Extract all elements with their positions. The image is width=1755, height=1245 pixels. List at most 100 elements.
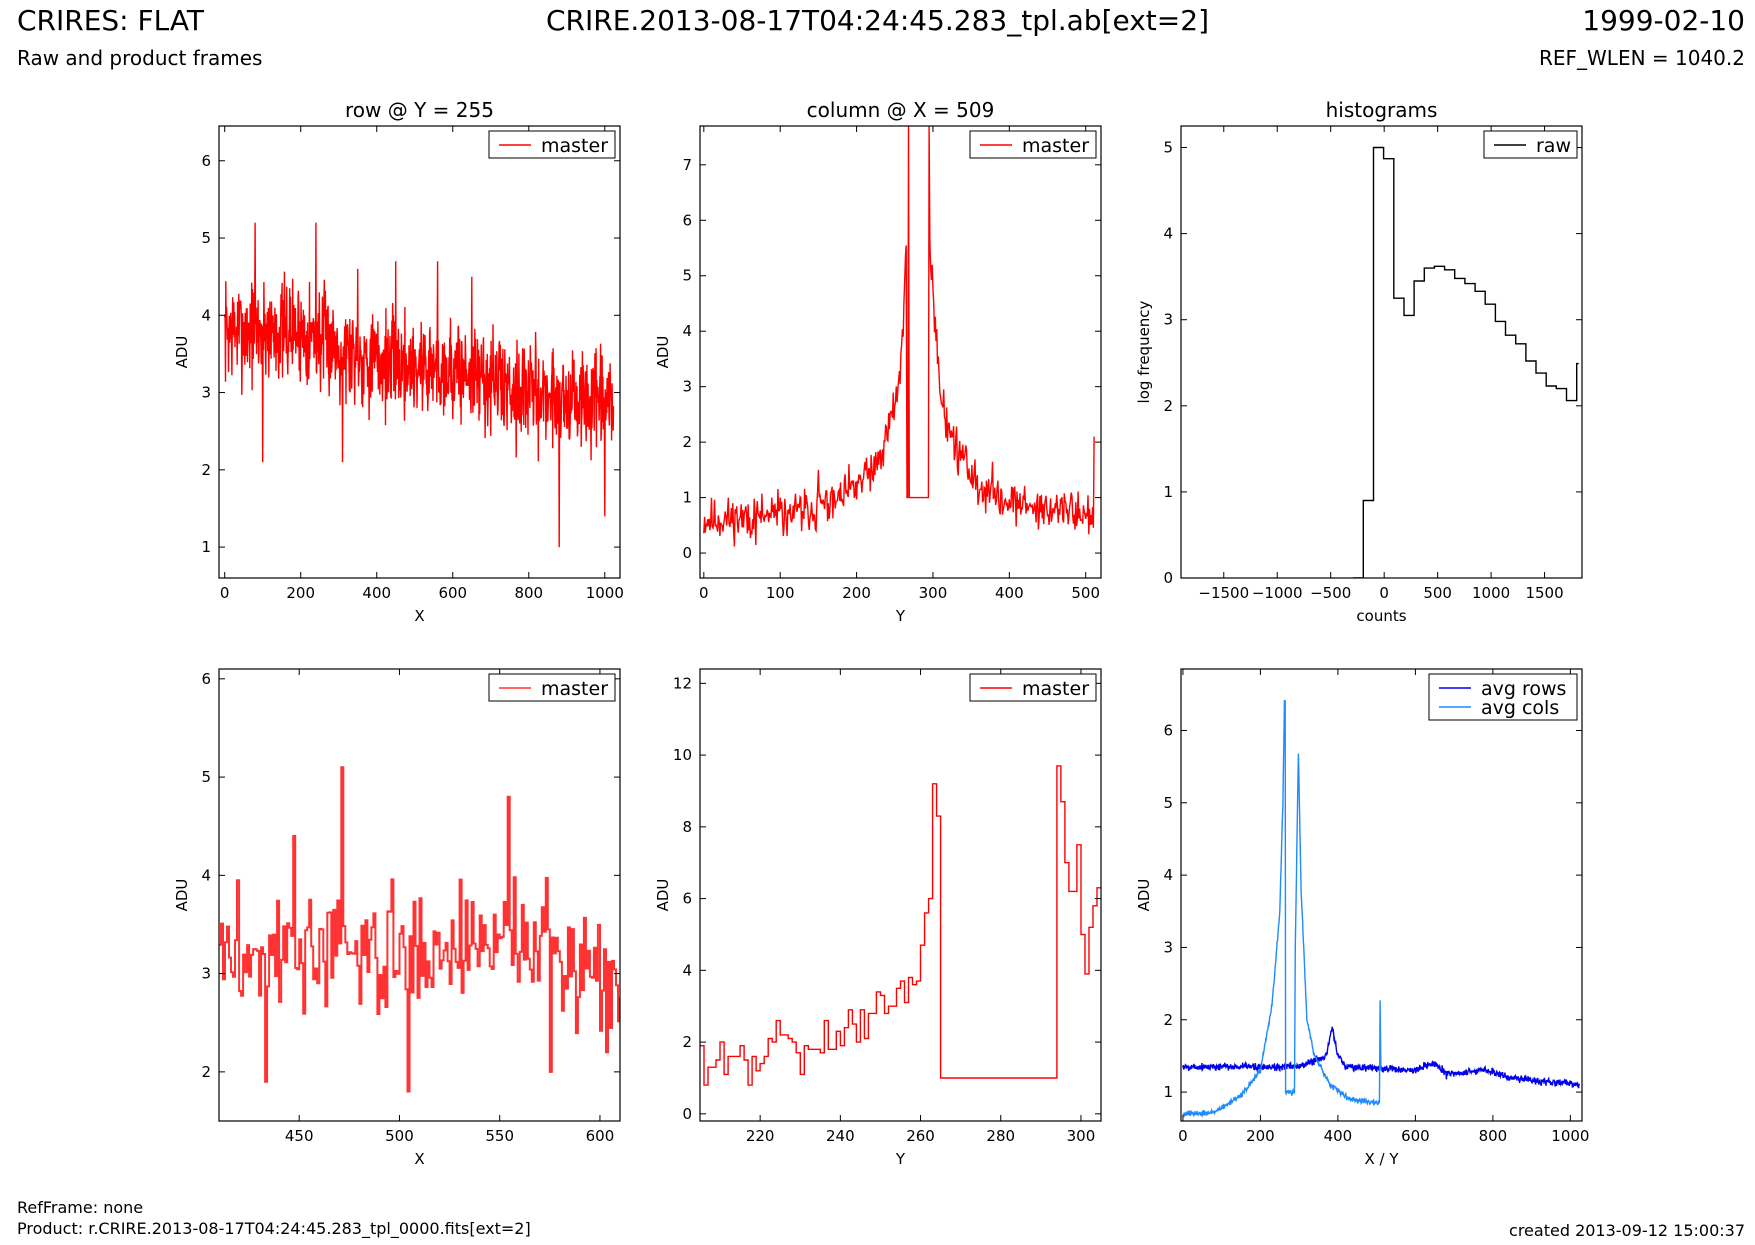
legend: master (969, 673, 1097, 702)
y-tick-label: 4 (682, 961, 692, 979)
x-tick-label: 260 (906, 1127, 935, 1145)
legend-label: master (1022, 678, 1089, 700)
y-tick-label: 6 (682, 890, 692, 908)
legend-label: avg cols (1481, 697, 1559, 719)
legend: master (488, 130, 616, 159)
x-tick-label: 1000 (1472, 584, 1510, 602)
x-tick-label: 200 (842, 584, 871, 602)
y-tick-label: 4 (1163, 225, 1173, 243)
x-axis-label: counts (1356, 607, 1406, 625)
y-tick-label: 5 (201, 229, 211, 247)
x-tick-label: 200 (1246, 1127, 1275, 1145)
x-tick-label: 550 (485, 1127, 514, 1145)
y-tick-label: 3 (1163, 311, 1173, 329)
x-tick-label: 220 (746, 1127, 775, 1145)
legend-label: avg rows (1481, 678, 1566, 700)
y-tick-label: 4 (201, 306, 211, 324)
x-tick-label: 0 (699, 584, 709, 602)
y-tick-label: 8 (682, 818, 692, 836)
x-axis-label: Y (895, 607, 906, 625)
y-axis-label: ADU (173, 879, 191, 912)
y-tick-label: 1 (682, 489, 692, 507)
created-label: created 2013-09-12 15:00:37 (1509, 1221, 1745, 1240)
x-tick-label: 500 (385, 1127, 414, 1145)
plot-frame (1180, 125, 1583, 579)
x-tick-label: 500 (1071, 584, 1100, 602)
legend-label: master (541, 678, 608, 700)
page-title: CRIRES: FLAT (17, 4, 204, 37)
legend-label: master (1022, 135, 1089, 157)
x-tick-label: 0 (1178, 1127, 1188, 1145)
y-tick-label: 10 (673, 746, 692, 764)
x-tick-label: 400 (995, 584, 1024, 602)
y-axis-label: ADU (1135, 879, 1153, 912)
y-tick-label: 2 (682, 433, 692, 451)
legend-label: master (541, 135, 608, 157)
chart-histograms: −1500 −1000 −500 0 500 1000 1500 0 1 2 3 4 5 histogra… (1135, 98, 1583, 625)
x-tick-label: 400 (1324, 1127, 1353, 1145)
plot-frame (218, 125, 621, 579)
y-tick-label: 2 (201, 461, 211, 479)
y-tick-label: 4 (201, 866, 211, 884)
y-tick-label: 3 (201, 384, 211, 402)
x-tick-label: −500 (1310, 584, 1351, 602)
y-tick-label: 0 (682, 544, 692, 562)
legend-box (1428, 673, 1578, 721)
y-tick-label: 1 (1163, 483, 1173, 501)
y-tick-label: 3 (1163, 938, 1173, 956)
y-tick-label: 5 (682, 267, 692, 285)
legend-label: raw (1536, 135, 1571, 157)
product-label: Product: r.CRIRE.2013-08-17T04:24:45.283… (17, 1219, 531, 1238)
y-axis-label: ADU (654, 336, 672, 369)
y-tick-label: 6 (201, 670, 211, 688)
y-tick-label: 3 (682, 378, 692, 396)
y-tick-label: 0 (682, 1105, 692, 1123)
x-tick-label: 300 (919, 584, 948, 602)
y-tick-label: 7 (682, 156, 692, 174)
x-tick-label: 280 (986, 1127, 1015, 1145)
file-title: CRIRE.2013-08-17T04:24:45.283_tpl.ab[ext… (545, 4, 1209, 37)
x-tick-label: 800 (514, 584, 543, 602)
series-master (703, 126, 1095, 547)
chart-column: 0 100 200 300 400 500 0 1 2 3 4 5 6 7 column @ X = 509… (654, 98, 1102, 625)
chart-title: row @ Y = 255 (345, 98, 494, 122)
chart-row_zoom: 450 500 550 600 2 3 4 5 6 X ADU master (173, 668, 621, 1168)
chart-row: 0 200 400 600 800 1000 1 2 3 4 5 6 row @ Y = 255 X ADU… (173, 98, 624, 625)
plot-frame (699, 668, 1102, 1122)
x-tick-label: 450 (285, 1127, 314, 1145)
series-master (700, 765, 1101, 1086)
x-tick-label: −1000 (1252, 584, 1303, 602)
y-tick-label: 6 (201, 152, 211, 170)
x-tick-label: 800 (1479, 1127, 1508, 1145)
x-tick-label: 1000 (1551, 1127, 1589, 1145)
plot-frame (218, 668, 621, 1122)
y-tick-label: 5 (1163, 139, 1173, 157)
y-tick-label: 5 (201, 768, 211, 786)
x-tick-label: 0 (220, 584, 230, 602)
y-tick-label: 1 (1163, 1083, 1173, 1101)
y-tick-label: 1 (201, 538, 211, 556)
y-tick-label: 5 (1163, 794, 1173, 812)
chart-averages: 0 200 400 600 800 1000 1 2 3 4 5 6 X / Y ADU avg rowsa… (1135, 668, 1589, 1168)
y-tick-label: 12 (673, 674, 692, 692)
series-master (219, 766, 620, 1093)
x-tick-label: 1000 (586, 584, 624, 602)
y-tick-label: 2 (1163, 1011, 1173, 1029)
x-axis-label: Y (895, 1150, 906, 1168)
x-tick-label: 600 (1401, 1127, 1430, 1145)
series-avg-cols (1182, 699, 1382, 1119)
chart-title: column @ X = 509 (807, 98, 995, 122)
ref-wlen-label: REF_WLEN = 1040.2 (1538, 46, 1745, 70)
x-tick-label: 400 (362, 584, 391, 602)
y-tick-label: 4 (1163, 866, 1173, 884)
y-tick-label: 2 (1163, 397, 1173, 415)
y-tick-label: 2 (682, 1033, 692, 1051)
x-tick-label: 240 (826, 1127, 855, 1145)
y-tick-label: 6 (682, 211, 692, 229)
y-tick-label: 6 (1163, 721, 1173, 739)
series-raw (1353, 146, 1579, 578)
x-axis-label: X / Y (1364, 1150, 1399, 1168)
ref-frame-label: RefFrame: none (17, 1198, 144, 1217)
